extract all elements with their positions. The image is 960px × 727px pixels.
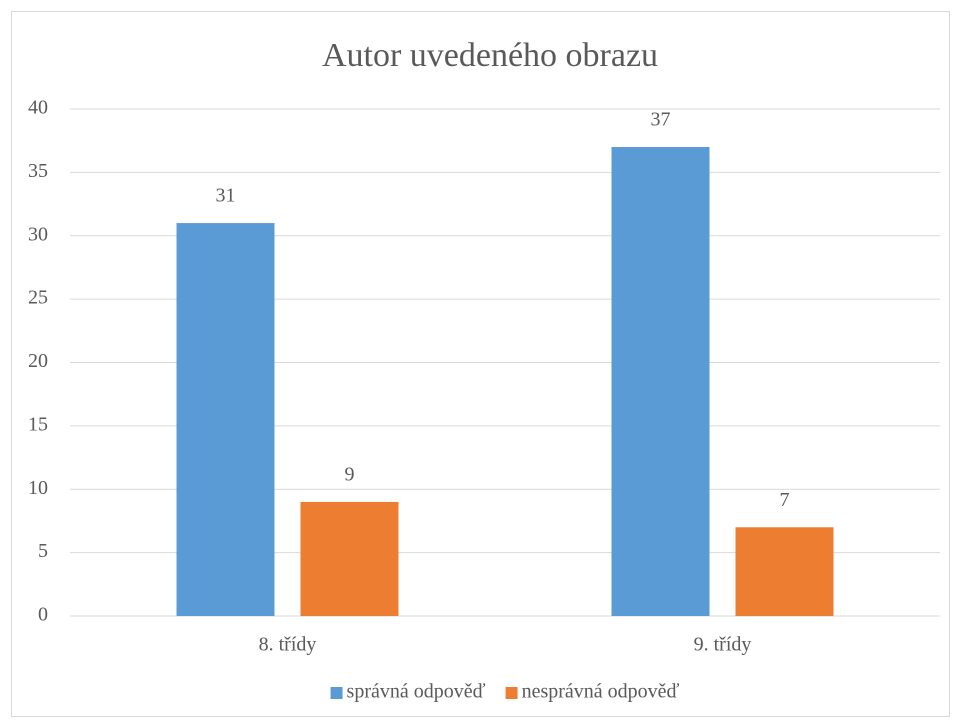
bar [611, 147, 710, 616]
x-tick-label: 9. třídy [694, 634, 752, 656]
data-label: 37 [651, 109, 671, 131]
data-label: 9 [345, 464, 355, 486]
legend-label: nesprávná odpověď [522, 681, 680, 703]
chart-title: Autor uvedeného obrazu [322, 37, 658, 74]
data-label: 7 [780, 489, 790, 511]
y-tick-label: 30 [28, 223, 48, 245]
bar [735, 527, 834, 616]
y-tick-label: 25 [28, 287, 48, 309]
legend-label: správná odpověď [347, 681, 486, 703]
y-tick-label: 40 [28, 97, 48, 119]
y-tick-label: 35 [28, 160, 48, 182]
y-tick-label: 15 [28, 413, 48, 435]
y-tick-label: 20 [28, 350, 48, 372]
legend-swatch [505, 687, 518, 699]
data-label: 31 [216, 185, 236, 207]
bar [176, 223, 275, 616]
legend-swatch [330, 687, 343, 699]
y-tick-label: 5 [38, 540, 48, 562]
x-tick-label: 8. třídy [259, 634, 317, 656]
bar [300, 501, 399, 616]
y-tick-label: 10 [28, 477, 48, 499]
y-tick-label: 0 [38, 604, 48, 626]
